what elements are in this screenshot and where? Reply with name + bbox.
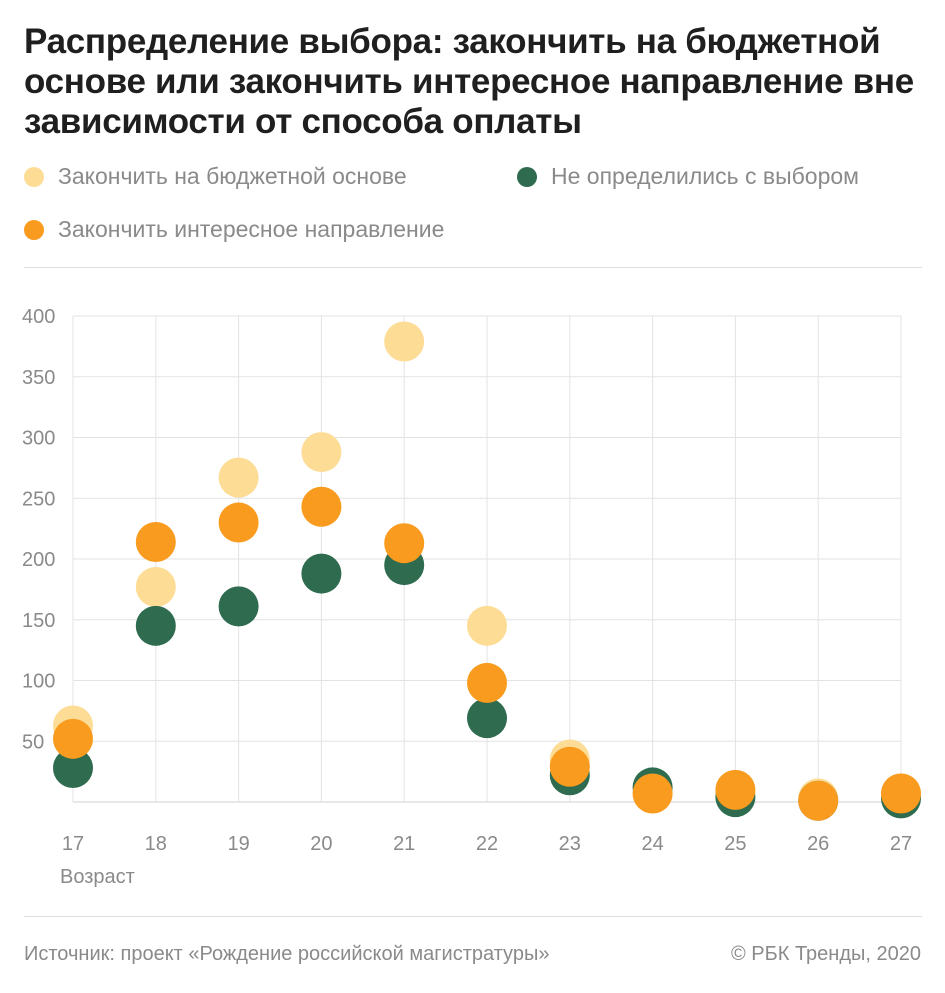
legend-label: Закончить на бюджетной основе — [58, 163, 407, 189]
y-tick-label: 250 — [22, 488, 55, 510]
x-tick-label: 26 — [807, 833, 829, 855]
data-point — [135, 521, 176, 562]
chart-title: Распределение выбора: закончить на бюдже… — [24, 22, 914, 141]
y-tick-label: 150 — [22, 610, 55, 632]
data-point — [218, 502, 259, 543]
legend-marker-icon — [517, 166, 537, 187]
data-point — [798, 780, 839, 821]
legend-label: Не определились с выбором — [551, 163, 859, 189]
legend-marker-icon — [24, 219, 44, 240]
point-layer — [53, 321, 921, 821]
y-tick-label: 400 — [22, 306, 55, 328]
data-point — [53, 718, 93, 759]
x-tick-label: 24 — [641, 833, 663, 855]
data-point — [467, 662, 507, 703]
y-tick-label: 350 — [22, 367, 55, 389]
legend-marker-icon — [24, 166, 44, 187]
data-point — [549, 746, 590, 787]
legend-label: Закончить интересное направление — [58, 216, 445, 242]
legend-item-interesting: Закончить интересное направление — [24, 216, 444, 243]
x-tick-label: 18 — [145, 833, 167, 855]
data-point — [467, 605, 507, 646]
legend-item-undecided: Не определились с выбором — [517, 163, 859, 190]
data-point — [53, 747, 93, 788]
data-point — [301, 432, 342, 473]
data-point — [715, 769, 756, 810]
y-tick-label: 200 — [22, 549, 55, 571]
data-point — [384, 523, 425, 564]
data-point — [384, 321, 425, 362]
legend-item-budget: Закончить на бюджетной основе — [24, 163, 407, 190]
data-point — [632, 773, 673, 814]
x-tick-label: 25 — [724, 833, 746, 855]
data-point — [135, 566, 176, 607]
y-tick-label: 300 — [22, 428, 55, 450]
x-tick-label: 19 — [227, 833, 249, 855]
source-note: Источник: проект «Рождение российской ма… — [24, 943, 550, 965]
data-point — [881, 773, 921, 814]
data-point — [218, 586, 259, 627]
x-tick-label: 27 — [890, 833, 912, 855]
data-point — [135, 605, 176, 646]
x-tick-label: 23 — [559, 833, 581, 855]
scatter-chart: 50 100 150 200 250 300 350 400 17 18 19 20 21 22 23 24 2… — [22, 306, 921, 888]
top-divider — [24, 267, 922, 268]
bottom-divider — [24, 916, 922, 917]
data-point — [301, 553, 342, 594]
x-tick-label: 17 — [62, 833, 84, 855]
copyright: © РБК Тренды, 2020 — [731, 943, 921, 965]
x-tick-label: 21 — [393, 833, 415, 855]
x-tick-label: 20 — [310, 833, 332, 855]
tick-layer: 50 100 150 200 250 300 350 400 17 18 19 20 21 22 23 24 2… — [22, 306, 912, 855]
x-tick-label: 22 — [476, 833, 498, 855]
x-axis-label: Возраст — [60, 866, 135, 888]
y-tick-label: 50 — [22, 731, 44, 753]
data-point — [218, 457, 259, 498]
data-point — [301, 486, 342, 527]
data-point — [467, 698, 507, 739]
y-tick-label: 100 — [22, 671, 55, 693]
